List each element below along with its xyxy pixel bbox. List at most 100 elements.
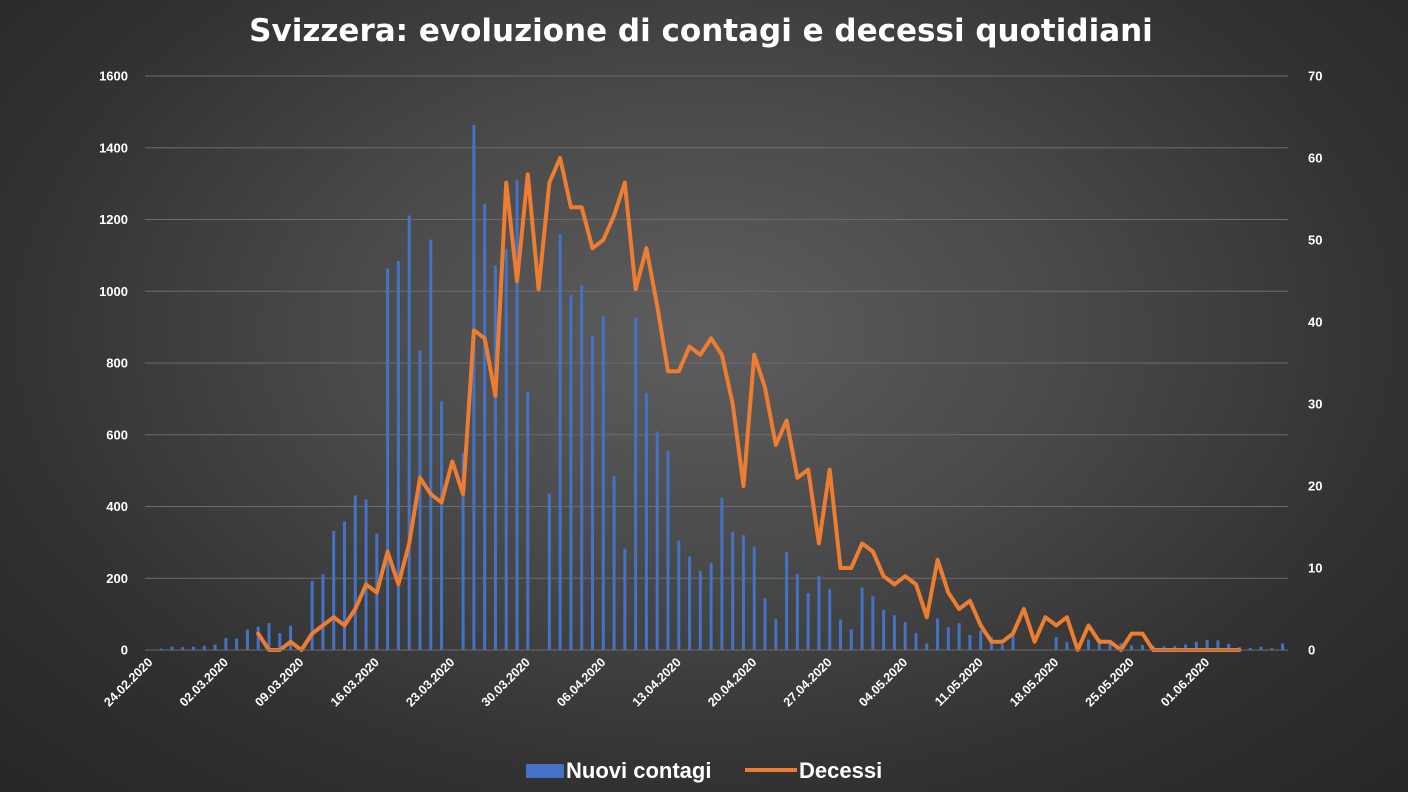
bar <box>483 203 487 650</box>
left-y-axis: 0 200 400 600 800 1000 1200 1400 1600 <box>99 69 128 658</box>
bar <box>181 647 185 650</box>
right-y-axis: 0 10 20 30 40 50 60 70 <box>1308 69 1322 658</box>
bar <box>1054 637 1058 650</box>
legend-swatch-nuovi-contagi <box>526 764 564 778</box>
right-tick-label: 60 <box>1308 151 1322 166</box>
bar <box>601 316 605 650</box>
bar <box>440 401 444 650</box>
bar <box>979 630 983 650</box>
bar <box>1184 644 1188 650</box>
x-tick-label: 18.05.2020 <box>1007 655 1061 709</box>
bar <box>407 215 411 650</box>
bar <box>1011 633 1015 650</box>
bar <box>493 265 497 650</box>
x-tick-label: 30.03.2020 <box>479 655 533 709</box>
bar <box>677 540 681 650</box>
bar <box>838 619 843 650</box>
bar <box>612 476 616 650</box>
bar <box>806 592 810 650</box>
bar <box>515 180 519 650</box>
line-series-decessi <box>256 156 1242 652</box>
x-tick-label: 02.03.2020 <box>177 655 231 709</box>
left-tick-label: 1400 <box>99 140 128 155</box>
bar <box>774 619 778 650</box>
bar <box>1108 641 1112 650</box>
bar <box>644 392 648 650</box>
bar <box>192 646 196 650</box>
bar-series-nuovi-contagi <box>148 125 1285 651</box>
x-tick-label: 13.04.2020 <box>630 655 684 709</box>
bar <box>547 493 551 650</box>
x-tick-label: 01.06.2020 <box>1158 655 1212 709</box>
bar <box>892 615 896 650</box>
bar <box>1227 643 1231 650</box>
bar <box>558 234 562 651</box>
bar <box>903 622 907 650</box>
left-tick-label: 1600 <box>99 69 128 84</box>
bar <box>957 623 961 650</box>
legend: Nuovi contagi Decessi <box>526 758 882 783</box>
bar <box>472 125 476 651</box>
legend-label-nuovi-contagi: Nuovi contagi <box>566 758 711 783</box>
bar <box>310 580 314 650</box>
right-tick-label: 70 <box>1308 69 1322 84</box>
x-tick-label: 11.05.2020 <box>932 655 986 709</box>
bar <box>504 249 508 650</box>
bar <box>170 646 174 650</box>
bar <box>1097 638 1101 650</box>
left-tick-label: 0 <box>121 643 128 658</box>
bar <box>666 450 670 650</box>
bar <box>1270 648 1274 650</box>
bar <box>882 609 886 650</box>
x-tick-label: 25.05.2020 <box>1083 655 1137 709</box>
x-tick-label: 20.04.2020 <box>705 655 759 709</box>
right-tick-label: 50 <box>1308 233 1322 248</box>
bar <box>396 261 400 650</box>
bar <box>849 629 853 650</box>
bar <box>224 638 228 650</box>
right-tick-label: 30 <box>1308 397 1322 412</box>
x-tick-label: 16.03.2020 <box>328 655 382 709</box>
bar <box>1216 640 1220 650</box>
bar <box>1140 644 1144 650</box>
bar <box>1194 641 1198 650</box>
bar <box>569 294 573 650</box>
bar <box>418 350 422 650</box>
bar <box>731 531 735 650</box>
bar <box>828 589 832 650</box>
bar <box>213 644 217 650</box>
bar <box>364 499 368 650</box>
bar <box>159 648 163 650</box>
bar <box>256 626 260 650</box>
bar <box>1259 646 1263 650</box>
left-tick-label: 600 <box>106 427 128 442</box>
bar <box>623 548 627 650</box>
left-tick-label: 1200 <box>99 212 128 227</box>
bar <box>698 570 702 650</box>
bar <box>429 239 433 650</box>
bar <box>342 521 346 650</box>
bar <box>580 285 584 650</box>
bar <box>1205 639 1209 650</box>
bar <box>688 556 692 650</box>
bar <box>590 335 595 650</box>
legend-label-decessi: Decessi <box>799 758 882 783</box>
bar <box>332 530 336 650</box>
left-tick-label: 800 <box>106 356 128 371</box>
x-tick-label: 06.04.2020 <box>554 655 608 709</box>
bar <box>741 535 745 650</box>
bar <box>245 629 249 650</box>
x-tick-label: 09.03.2020 <box>252 655 306 709</box>
right-tick-label: 20 <box>1308 479 1322 494</box>
bar <box>1130 645 1134 650</box>
bar <box>1065 642 1069 650</box>
x-axis: 24.02.2020 02.03.2020 09.03.2020 16.03.2020… <box>101 649 1288 709</box>
left-tick-label: 200 <box>106 571 128 586</box>
bar <box>202 645 206 650</box>
bar <box>946 627 950 650</box>
x-tick-label: 04.05.2020 <box>856 655 910 709</box>
bar <box>353 495 357 650</box>
bar <box>267 623 271 650</box>
bar <box>817 575 821 650</box>
